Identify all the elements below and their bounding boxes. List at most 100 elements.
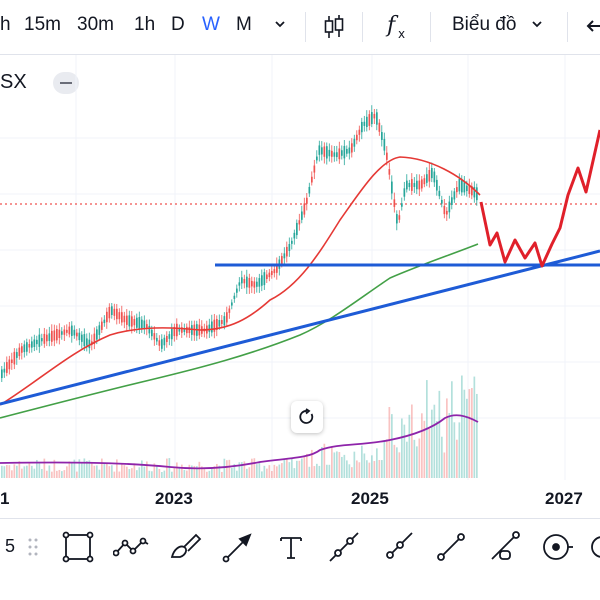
undo-icon[interactable] (584, 16, 600, 41)
candle-body (86, 338, 88, 346)
candle-body (96, 329, 98, 340)
trend-line-icon[interactable] (326, 529, 362, 565)
candle-body (411, 179, 413, 191)
arrow-icon[interactable] (220, 529, 256, 565)
volume-bar (36, 459, 38, 478)
volume-bar (471, 388, 473, 478)
candle-body (441, 199, 443, 204)
volume-bar (468, 389, 471, 478)
timeframe-30m[interactable]: 30m (77, 14, 114, 35)
symbol-label[interactable]: SX (0, 71, 27, 93)
candle-body (163, 337, 166, 346)
candle-body (13, 351, 16, 365)
candle-body (176, 323, 178, 337)
volume-bar (203, 467, 206, 478)
candle-body (243, 279, 246, 284)
volume-bar (118, 471, 121, 478)
volume-bar (258, 461, 261, 478)
volume-bar (376, 448, 378, 478)
volume-bar (13, 464, 16, 478)
candle-body (456, 187, 458, 193)
candle-body (93, 333, 96, 345)
brush-icon[interactable] (168, 529, 204, 565)
toolbar-separator (430, 12, 431, 42)
timeframe-d[interactable]: D (171, 14, 185, 35)
volume-bar (66, 466, 68, 478)
volume-bar (353, 451, 356, 478)
volume-bar (313, 466, 316, 478)
candle-body (28, 344, 31, 348)
volume-bar (101, 458, 103, 478)
x-axis-label: 2023 (155, 489, 193, 508)
candle-body (258, 278, 261, 287)
candle-body (401, 203, 403, 207)
candle-body (446, 210, 448, 215)
circle-target-icon[interactable] (538, 529, 574, 565)
extended-line-icon[interactable] (486, 529, 522, 565)
candle-body (283, 253, 286, 259)
candle-body (271, 270, 273, 276)
timeframe-15m[interactable]: 15m (24, 14, 61, 35)
timeframe-m[interactable]: M (236, 14, 252, 35)
line-icon[interactable] (433, 529, 469, 565)
timeframe-w[interactable]: W (202, 14, 220, 35)
candles-icon[interactable] (322, 13, 346, 46)
reset-chart-button[interactable] (291, 401, 323, 433)
volume-bar (18, 461, 21, 478)
volume-bar (273, 464, 276, 478)
volume-bar (461, 375, 463, 478)
candle-body (83, 334, 86, 347)
candle-body (108, 306, 111, 319)
volume-bar (213, 466, 216, 478)
candle-body (353, 138, 356, 147)
candle-body (161, 339, 163, 349)
volume-bar (301, 458, 303, 478)
volume-bar (381, 460, 383, 478)
candle-body (276, 263, 278, 273)
projection-path[interactable] (479, 129, 600, 268)
overflow-tool-icon[interactable] (588, 529, 600, 565)
volume-bar (323, 443, 326, 478)
timeframe-1h[interactable]: 1h (134, 14, 156, 35)
toolbar-separator (362, 12, 363, 42)
candle-body (288, 244, 291, 251)
volume-bar (48, 465, 51, 478)
text-icon[interactable] (273, 529, 309, 565)
chevron-down-icon[interactable] (530, 17, 544, 35)
ascending-trendline[interactable] (0, 249, 600, 406)
candle-body (123, 315, 126, 323)
candle-body (1, 369, 3, 379)
candle-body (81, 334, 83, 342)
volume-bar (293, 468, 296, 478)
timeframe-h[interactable]: h (0, 14, 11, 35)
candle-body (476, 187, 478, 201)
candle-body (178, 328, 181, 332)
x-axis-label: 2025 (351, 489, 389, 508)
collapse-legend-button[interactable] (53, 72, 79, 94)
candle-body (48, 333, 51, 341)
candle-body (211, 321, 213, 333)
fx-icon[interactable]: f x (385, 12, 413, 47)
candle-body (313, 165, 316, 173)
candle-body (241, 277, 243, 284)
chart-type-button[interactable]: Biểu đồ (452, 14, 517, 35)
rectangle-icon[interactable] (60, 529, 96, 565)
volume-bar (348, 464, 351, 478)
candle-body (396, 214, 398, 224)
drag-handle-icon[interactable] (24, 529, 42, 565)
candle-body (346, 148, 348, 154)
candle-body (133, 319, 136, 326)
ray-icon[interactable] (380, 529, 416, 565)
volume-bar (281, 463, 283, 478)
candle-body (216, 319, 218, 330)
candle-body (418, 180, 421, 190)
path-icon[interactable] (112, 529, 149, 565)
volume-bar (256, 464, 258, 478)
candle-body (73, 329, 76, 336)
volume-bar (23, 466, 26, 478)
volume-bar (351, 467, 353, 478)
volume-bar (88, 460, 91, 478)
volume-bar (61, 471, 63, 478)
volume-bar (121, 464, 123, 478)
chevron-down-icon[interactable] (273, 17, 287, 35)
